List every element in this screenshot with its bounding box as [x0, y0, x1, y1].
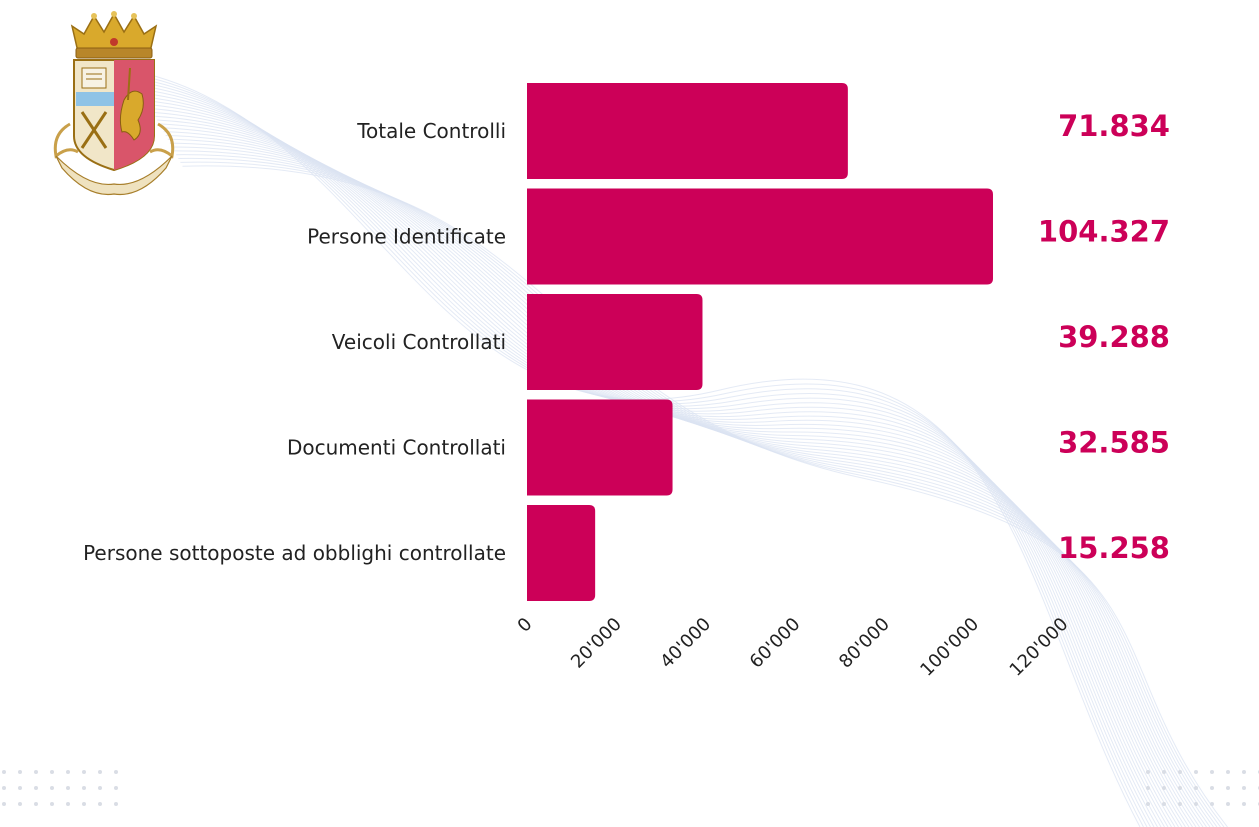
wave-line: [136, 81, 1151, 827]
background-dot: [66, 770, 70, 774]
background-dot: [1226, 786, 1230, 790]
background-dot: [1178, 802, 1182, 806]
background-dot: [50, 770, 54, 774]
data-label: 71.834: [1058, 109, 1170, 143]
background-dot: [1194, 770, 1198, 774]
background-dot: [66, 786, 70, 790]
wave-line: [174, 150, 1214, 827]
background-dot: [82, 786, 86, 790]
wave-line: [171, 146, 1211, 827]
background-dot: [1178, 786, 1182, 790]
wave-line: [140, 88, 1158, 827]
background-dot: [1210, 802, 1214, 806]
background-dot: [1162, 802, 1166, 806]
bar: [527, 399, 673, 496]
bar: [527, 188, 993, 285]
wave-line: [155, 115, 1183, 827]
bar: [527, 294, 703, 390]
wave-line: [180, 161, 1225, 827]
background-dot: [98, 786, 102, 790]
wave-line: [142, 92, 1162, 827]
wave-line: [150, 108, 1176, 827]
background-dot: [1146, 770, 1150, 774]
x-tick-label: 80'000: [835, 614, 894, 673]
background-dot: [2, 786, 6, 790]
background-dot: [82, 770, 86, 774]
background-dot: [1242, 786, 1246, 790]
category-label: Persone Identificate: [307, 225, 506, 249]
x-tick-label: 0: [514, 614, 537, 637]
background-dot: [1162, 786, 1166, 790]
background-dot-grid: [2, 770, 1259, 806]
background-dot: [1146, 802, 1150, 806]
wave-line: [129, 69, 1141, 827]
category-label: Veicoli Controllati: [332, 330, 506, 354]
wave-line: [157, 119, 1186, 827]
background-dot: [114, 770, 118, 774]
background-dot: [1162, 770, 1166, 774]
background-dot: [34, 786, 38, 790]
x-tick-label: 20'000: [567, 614, 626, 673]
background-dot: [1146, 786, 1150, 790]
background-dot: [1210, 770, 1214, 774]
wave-line: [153, 111, 1179, 827]
background-dot: [2, 770, 6, 774]
x-tick-label: 100'000: [916, 614, 983, 681]
x-tick-label: 60'000: [746, 614, 805, 673]
wave-line: [167, 138, 1204, 827]
background-dot: [114, 802, 118, 806]
background-dot: [1226, 770, 1230, 774]
background-dot: [34, 802, 38, 806]
background-dot: [18, 786, 22, 790]
polizia-di-stato-coat-of-arms-icon: [53, 11, 175, 196]
background-dot: [98, 802, 102, 806]
bar: [527, 83, 848, 179]
background-dot: [98, 770, 102, 774]
background-dot: [1226, 802, 1230, 806]
category-label: Totale Controlli: [356, 119, 506, 143]
wave-line: [138, 84, 1155, 827]
wave-line: [176, 154, 1218, 827]
background-dot: [18, 802, 22, 806]
x-tick-label: 40'000: [656, 614, 715, 673]
background-dot: [50, 802, 54, 806]
background-dot: [34, 770, 38, 774]
background-dot: [66, 802, 70, 806]
background-dot: [2, 802, 6, 806]
wave-line: [144, 96, 1165, 827]
wave-line: [163, 131, 1197, 827]
background-dot: [82, 802, 86, 806]
bar: [527, 505, 596, 601]
wave-line: [146, 100, 1169, 827]
wave-line: [182, 165, 1228, 827]
wave-line: [148, 104, 1172, 827]
wave-line: [134, 77, 1148, 827]
category-label: Persone sottoposte ad obblighi controlla…: [83, 541, 506, 565]
wave-line: [132, 73, 1144, 827]
wave-line: [159, 123, 1190, 827]
wave-line: [178, 158, 1221, 827]
background-dot: [18, 770, 22, 774]
data-label: 104.327: [1038, 215, 1170, 249]
data-label: 39.288: [1058, 320, 1170, 354]
background-dot: [1178, 770, 1182, 774]
background-wave-lines: [129, 69, 1228, 827]
background-dot: [1242, 770, 1246, 774]
background-dot: [50, 786, 54, 790]
wave-line: [169, 142, 1207, 827]
background-dot: [1242, 802, 1246, 806]
wave-line: [165, 134, 1200, 827]
data-label: 15.258: [1058, 531, 1170, 565]
background-dot: [1210, 786, 1214, 790]
category-label: Documenti Controllati: [287, 436, 506, 460]
background-dot: [114, 786, 118, 790]
background-dot: [1194, 802, 1198, 806]
background-dot: [1194, 786, 1198, 790]
data-label: 32.585: [1058, 426, 1170, 460]
wave-line: [161, 127, 1193, 827]
